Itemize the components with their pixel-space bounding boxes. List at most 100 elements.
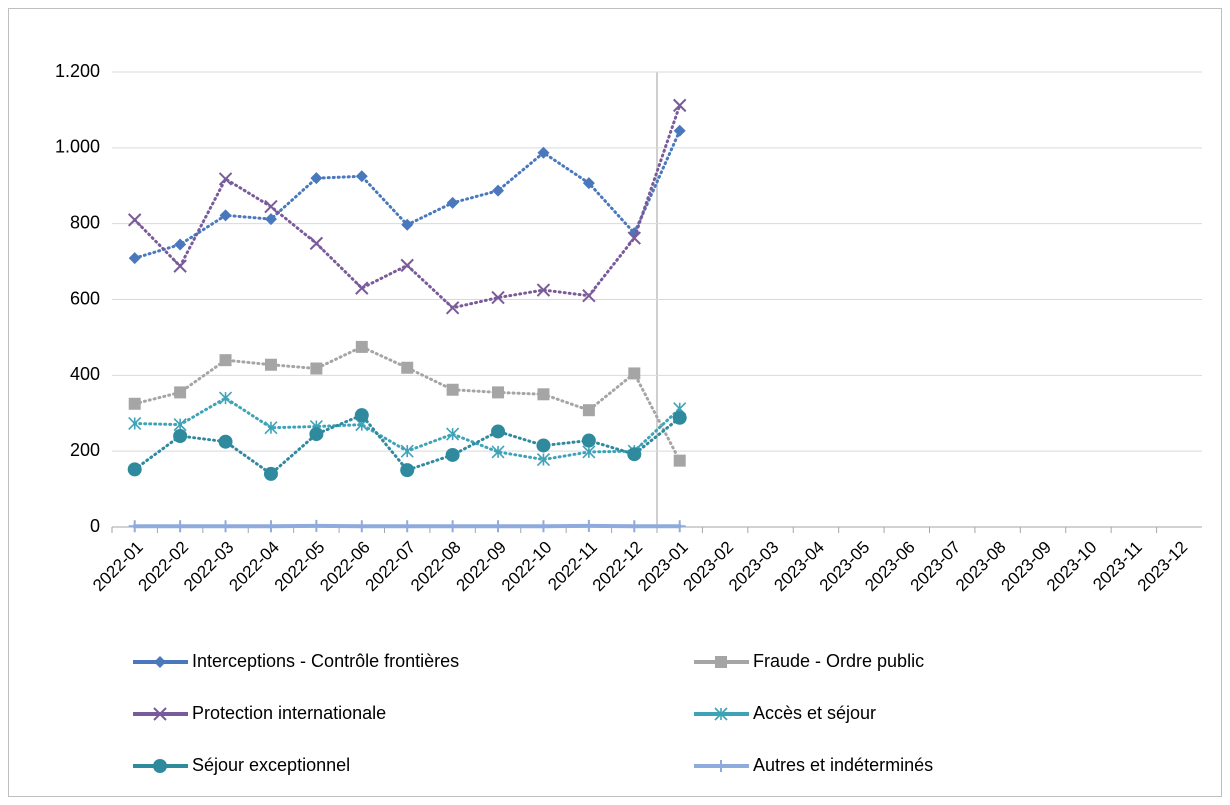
marker <box>128 213 142 227</box>
legend-label: Fraude - Ordre public <box>753 651 924 671</box>
marker <box>264 520 277 533</box>
legend-item: Accès et séjour <box>694 703 876 723</box>
marker <box>128 397 141 410</box>
legend-item: Séjour exceptionnel <box>133 755 350 775</box>
marker <box>581 433 596 448</box>
chart-border <box>8 8 1222 797</box>
marker <box>492 386 505 399</box>
marker <box>401 361 414 374</box>
marker <box>128 416 142 431</box>
marker <box>672 410 687 425</box>
marker <box>536 283 551 297</box>
legend-item: Autres et indéterminés <box>694 755 933 775</box>
marker <box>401 218 414 231</box>
y-tick-label: 0 <box>90 516 100 536</box>
marker <box>400 444 414 458</box>
marker <box>582 445 596 459</box>
marker <box>153 759 167 773</box>
marker <box>264 199 278 214</box>
marker <box>715 656 727 668</box>
marker <box>173 418 187 432</box>
marker <box>173 429 188 443</box>
marker <box>537 388 550 401</box>
marker <box>582 177 595 190</box>
marker <box>355 170 368 183</box>
marker <box>582 519 595 532</box>
marker <box>445 301 460 315</box>
y-tick-label: 1.200 <box>55 61 100 81</box>
marker <box>219 354 232 367</box>
marker <box>491 290 505 305</box>
marker <box>673 98 687 113</box>
marker <box>446 196 459 209</box>
marker <box>673 454 686 467</box>
legend-item: Fraude - Ordre public <box>694 651 924 671</box>
marker <box>446 383 459 396</box>
marker <box>536 452 551 467</box>
marker <box>491 445 505 459</box>
marker <box>219 209 232 222</box>
marker <box>715 760 727 772</box>
marker <box>309 236 324 251</box>
marker <box>673 124 686 137</box>
legend-label: Interceptions - Contrôle frontières <box>192 651 459 671</box>
series <box>128 98 687 315</box>
legend-label: Séjour exceptionnel <box>192 755 350 775</box>
marker <box>400 463 415 478</box>
legend-label: Autres et indéterminés <box>753 755 933 775</box>
series <box>128 340 686 467</box>
marker <box>174 520 187 533</box>
marker <box>537 520 550 533</box>
y-tick-label: 1.000 <box>55 137 100 157</box>
marker <box>582 404 595 417</box>
marker <box>492 184 505 197</box>
marker <box>219 520 232 533</box>
series <box>127 408 687 481</box>
marker <box>127 462 142 477</box>
y-tick-label: 400 <box>70 364 100 384</box>
marker <box>174 238 187 251</box>
marker <box>264 358 277 371</box>
legend-label: Protection internationale <box>192 703 386 723</box>
marker <box>355 281 369 295</box>
marker <box>537 146 550 159</box>
marker <box>491 424 506 439</box>
marker <box>128 252 141 265</box>
marker <box>354 408 369 423</box>
marker <box>218 172 233 186</box>
marker <box>310 519 323 532</box>
marker <box>154 656 166 668</box>
marker <box>218 391 233 405</box>
marker <box>628 367 641 380</box>
series <box>128 124 686 265</box>
legend-item: Protection internationale <box>133 703 386 723</box>
marker <box>446 520 459 533</box>
marker <box>173 259 187 273</box>
marker <box>355 520 368 533</box>
y-tick-label: 600 <box>70 288 100 308</box>
marker <box>627 231 641 245</box>
marker <box>582 289 596 303</box>
y-tick-label: 800 <box>70 212 100 232</box>
legend-label: Accès et séjour <box>753 703 876 723</box>
marker <box>401 520 414 533</box>
marker <box>536 438 551 453</box>
marker <box>309 427 324 442</box>
marker <box>263 466 278 481</box>
marker <box>445 447 460 462</box>
legend-item: Interceptions - Contrôle frontières <box>133 651 459 671</box>
marker <box>355 340 368 353</box>
marker <box>492 520 505 533</box>
marker <box>174 386 187 399</box>
marker <box>310 362 323 375</box>
marker <box>310 172 323 185</box>
marker <box>714 707 728 721</box>
marker <box>627 447 642 462</box>
marker <box>218 434 233 449</box>
marker <box>128 520 141 533</box>
marker <box>673 520 686 533</box>
marker <box>400 258 414 273</box>
marker <box>264 421 278 435</box>
marker <box>628 520 641 533</box>
